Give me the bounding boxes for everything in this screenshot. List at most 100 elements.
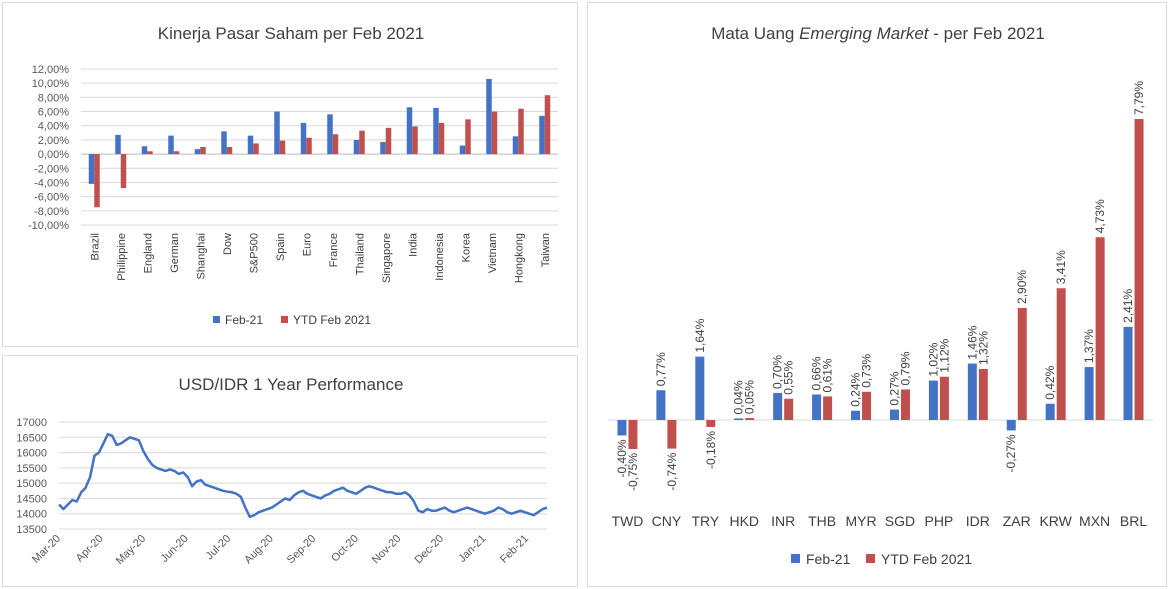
- y-tick-label: -10,00%: [28, 220, 69, 232]
- stock-market-performance-chart: Kinerja Pasar Saham per Feb 2021 -10,00% -…: [2, 2, 578, 347]
- category-label: Brazil: [89, 233, 101, 261]
- data-label: 1,46%: [965, 325, 979, 359]
- bar-feb21: [889, 409, 899, 420]
- y-tick-label: 14500: [16, 493, 47, 505]
- category-label: Philippine: [116, 233, 128, 281]
- category-label: Hongkong: [513, 233, 525, 283]
- category-label: THB: [808, 513, 836, 529]
- category-label: India: [407, 232, 419, 257]
- bar-ytd: [385, 127, 392, 155]
- legend-swatch: [281, 316, 288, 323]
- bar-ytd: [900, 389, 910, 420]
- bar-feb21: [773, 392, 783, 420]
- bar-ytd: [173, 151, 180, 155]
- bar-feb21: [695, 356, 705, 420]
- x-tick-label: Jun-20: [158, 533, 190, 565]
- bar-feb21: [194, 149, 201, 155]
- data-label: 2,90%: [1015, 270, 1029, 304]
- y-tick-label: 16000: [16, 448, 47, 460]
- data-label: -0,18%: [704, 431, 718, 469]
- legend-label: Feb-21: [225, 313, 263, 327]
- category-label: German: [169, 233, 181, 273]
- y-tick-label: 12,00%: [32, 64, 70, 76]
- bar-feb21: [967, 363, 977, 420]
- bar-ytd: [491, 111, 498, 155]
- category-label: CNY: [652, 513, 682, 529]
- data-label: 0,04%: [732, 380, 746, 414]
- bar-feb21: [380, 142, 386, 155]
- bar-feb21: [1123, 326, 1133, 420]
- bar-ytd: [279, 140, 286, 155]
- bar-ytd: [465, 119, 471, 155]
- y-tick-label: 4,00%: [38, 121, 69, 133]
- category-label: Singapore: [381, 233, 393, 283]
- bar-ytd: [1056, 288, 1066, 420]
- bar-ytd: [862, 391, 872, 420]
- legend-label: YTD Feb 2021: [293, 313, 371, 327]
- chart-title: Mata Uang Emerging Market - per Feb 2021: [711, 24, 1045, 43]
- bar-feb21: [221, 131, 227, 155]
- bar-feb21: [300, 122, 307, 155]
- data-label: -0,40%: [615, 439, 629, 477]
- y-tick-label: 17000: [16, 417, 47, 429]
- bar-ytd: [359, 130, 365, 155]
- x-tick-label: Aug-20: [242, 533, 276, 567]
- y-tick-label: 15500: [16, 463, 47, 475]
- data-label: 7,79%: [1132, 81, 1146, 115]
- title-prefix: Mata Uang: [711, 24, 799, 43]
- bar-feb21: [247, 135, 254, 155]
- chart-title: Kinerja Pasar Saham per Feb 2021: [158, 24, 425, 43]
- category-label: INR: [771, 513, 795, 529]
- data-label: 0,24%: [849, 372, 863, 406]
- category-label: BRL: [1120, 513, 1147, 529]
- bar-feb21: [353, 139, 360, 155]
- y-tick-label: 14000: [16, 509, 47, 521]
- category-label: Taiwan: [540, 233, 552, 267]
- bar-ytd: [544, 95, 551, 155]
- bar-ytd: [667, 420, 677, 449]
- x-tick-label: Mar-20: [30, 533, 63, 566]
- x-tick-label: Jan-21: [456, 533, 488, 565]
- bar-feb21: [115, 134, 121, 155]
- data-label: 0,05%: [743, 380, 757, 414]
- y-tick-label: 8,00%: [38, 92, 69, 104]
- bar-ytd: [784, 398, 794, 420]
- category-label: Korea: [460, 232, 472, 262]
- bar-ytd: [332, 134, 339, 155]
- legend-swatch: [866, 554, 875, 563]
- bar-feb21: [274, 111, 280, 155]
- bar-feb21: [168, 135, 174, 155]
- bar-feb21: [734, 418, 744, 420]
- bar-ytd: [200, 147, 206, 155]
- bar-feb21: [812, 394, 822, 420]
- bar-ytd: [147, 151, 153, 155]
- bar-feb21: [327, 114, 333, 155]
- category-label: TRY: [691, 513, 719, 529]
- data-label: 0,79%: [898, 351, 912, 385]
- y-tick-label: 16500: [16, 432, 47, 444]
- bar-ytd: [438, 122, 445, 155]
- data-label: 3,41%: [1054, 250, 1068, 284]
- x-tick-label: Apr-20: [74, 533, 106, 565]
- bar-feb21: [928, 380, 938, 420]
- x-tick-label: Dec-20: [412, 533, 446, 567]
- data-label: 4,73%: [1093, 199, 1107, 233]
- category-label: ZAR: [1003, 513, 1031, 529]
- title-italic: Emerging Market: [799, 24, 930, 43]
- data-label: 0,70%: [771, 355, 785, 389]
- usd-idr-chart-svg: USD/IDR 1 Year Performance 13500 14000 1450…: [16, 375, 548, 567]
- y-tick-label: -2,00%: [34, 163, 69, 175]
- y-tick-label: -8,00%: [34, 206, 69, 218]
- category-label: Euro: [301, 233, 313, 256]
- category-label: TWD: [612, 513, 644, 529]
- y-tick-label: 0,00%: [38, 149, 69, 161]
- y-tick-label: 10,00%: [32, 78, 70, 90]
- bar-feb21: [1084, 367, 1094, 420]
- bar-feb21: [1045, 403, 1055, 420]
- data-label: 0,55%: [782, 360, 796, 394]
- data-label: -0,74%: [665, 452, 679, 490]
- bar-ytd: [412, 126, 418, 155]
- currency-chart-svg: Mata Uang Emerging Market - per Feb 2021…: [608, 24, 1153, 567]
- data-label: 1,02%: [926, 342, 940, 376]
- data-label: -0,27%: [1004, 434, 1018, 472]
